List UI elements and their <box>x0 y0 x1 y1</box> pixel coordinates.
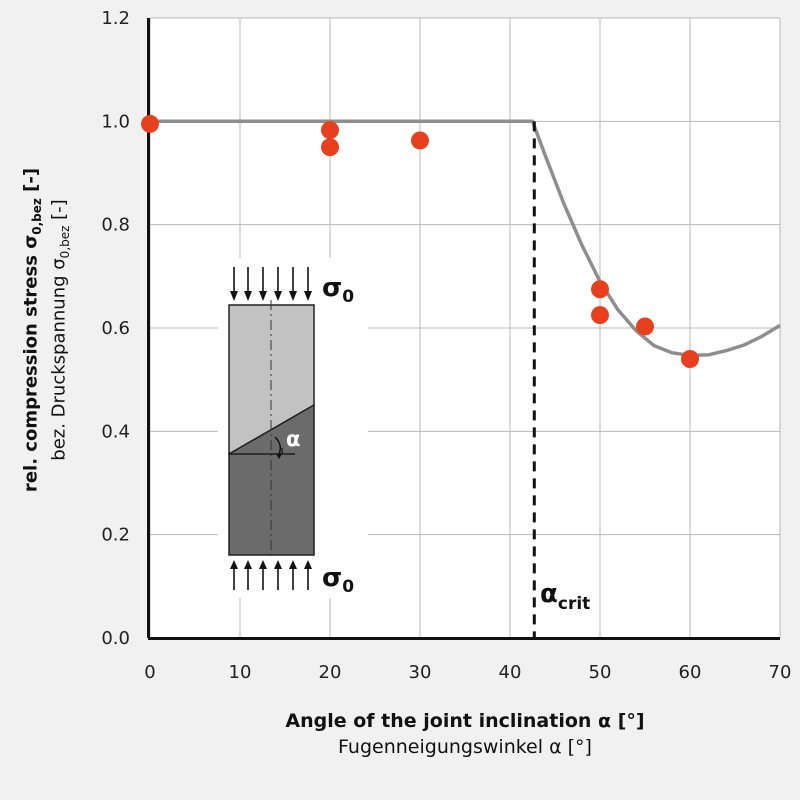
y-axis-title-en: rel. compression stress σ0,bez [-] <box>20 167 44 493</box>
x-tick-label: 40 <box>499 662 522 683</box>
bottom-stress-arrows <box>230 560 312 590</box>
x-tick-label: 60 <box>679 662 702 683</box>
x-axis-title-en: Angle of the joint inclination α [°] <box>285 710 645 732</box>
alpha-arc-arrowhead-icon <box>276 454 282 459</box>
alpha-arc-arrow-icon <box>274 436 282 455</box>
data-point <box>636 317 654 336</box>
critical-angle-label: αcrit <box>540 579 590 614</box>
specimen-inset: α σ0 σ0 <box>218 258 368 598</box>
x-axis-title-de: Fugenneigungswinkel α [°] <box>338 736 592 758</box>
top-stress-arrows <box>230 267 312 301</box>
bottom-sigma-label: σ0 <box>322 563 354 597</box>
data-points <box>141 114 699 368</box>
down-arrow-icon <box>259 291 267 301</box>
fit-curve-line <box>150 119 781 358</box>
x-tick-label: 50 <box>589 662 612 683</box>
down-arrow-icon <box>274 291 282 301</box>
down-arrow-icon <box>230 291 238 301</box>
x-tick-label: 0 <box>144 662 155 683</box>
up-arrow-icon <box>289 560 297 569</box>
y-tick-labels: 0.0 0.2 0.4 0.6 0.8 1.0 1.2 <box>101 8 130 649</box>
x-tick-label: 20 <box>319 662 342 683</box>
data-point <box>681 350 699 368</box>
y-tick-label: 0.2 <box>101 525 130 546</box>
x-tick-label: 70 <box>769 662 792 683</box>
data-point <box>591 280 609 299</box>
fit-curve-layer <box>150 119 781 358</box>
up-arrow-icon <box>244 560 252 569</box>
y-tick-label: 0.6 <box>101 318 130 339</box>
down-arrow-icon <box>244 291 252 301</box>
data-point <box>321 121 339 140</box>
down-arrow-icon <box>289 291 297 301</box>
data-point <box>141 114 159 133</box>
x-axis-title: Angle of the joint inclination α [°] Fug… <box>150 708 780 760</box>
top-sigma-label: σ0 <box>322 273 354 307</box>
y-tick-label: 1.2 <box>101 8 130 29</box>
inset-alpha-label: α <box>286 427 300 451</box>
y-tick-label: 0.4 <box>101 421 130 442</box>
up-arrow-icon <box>274 560 282 569</box>
data-point <box>321 138 339 157</box>
y-axis-title-de: bez. Druckspannung σ0,bez [-] <box>48 199 72 461</box>
y-tick-label: 1.0 <box>101 111 130 132</box>
up-arrow-icon <box>304 560 312 569</box>
y-tick-label: 0.0 <box>101 628 130 649</box>
down-arrow-icon <box>304 291 312 301</box>
y-axis-title: rel. compression stress σ0,bez [-] bez. … <box>20 168 75 492</box>
y-tick-label: 0.8 <box>101 215 130 236</box>
up-arrow-icon <box>259 560 267 569</box>
data-point <box>591 306 609 325</box>
up-arrow-icon <box>230 560 238 569</box>
data-point <box>411 131 429 150</box>
x-tick-labels: 0 10 20 30 40 50 60 70 <box>144 662 791 683</box>
x-tick-label: 10 <box>229 662 252 683</box>
x-tick-label: 30 <box>409 662 432 683</box>
